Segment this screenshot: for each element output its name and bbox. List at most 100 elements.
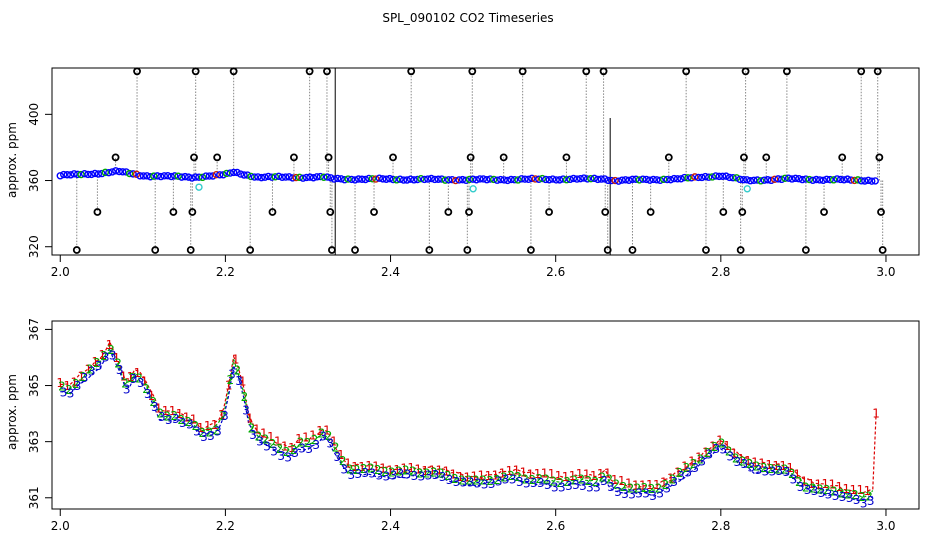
series-marker-1: 1 (183, 411, 191, 425)
data-point (354, 175, 363, 183)
data-point (503, 176, 512, 185)
series-marker-2: 2 (521, 472, 529, 486)
series-marker-1: 1 (120, 369, 128, 383)
series-marker-2: 2 (788, 467, 796, 481)
series-marker-3: 3 (256, 435, 264, 449)
data-point (340, 175, 349, 184)
series-marker-1: 1 (155, 402, 163, 416)
data-point (483, 176, 491, 184)
series-marker-1: 1 (386, 463, 394, 477)
data-point (129, 170, 137, 178)
data-point (562, 176, 571, 184)
data-point (601, 175, 609, 183)
data-point (507, 175, 515, 184)
data-point (320, 173, 328, 181)
series-marker-1: 1 (576, 467, 584, 481)
data-point (510, 176, 519, 184)
series-marker-3: 3 (502, 473, 510, 487)
outlier-point (213, 153, 222, 162)
series-marker-3: 3 (249, 428, 257, 442)
series-marker-2: 2 (542, 472, 550, 486)
data-point (420, 175, 429, 184)
series-marker-1: 1 (232, 353, 240, 367)
series-marker-1: 1 (639, 478, 647, 492)
series-marker-1: 1 (471, 470, 479, 484)
top-x-tick-label: 2.8 (711, 265, 730, 279)
series-marker-2: 2 (198, 426, 206, 440)
series-marker-2: 2 (655, 482, 663, 496)
series-marker-2: 2 (718, 437, 726, 451)
data-point (642, 175, 651, 184)
bottom-x-tick-label: 2.4 (381, 519, 400, 533)
series-marker-1: 1 (464, 470, 472, 484)
series-marker-2: 2 (830, 484, 838, 498)
series-marker-3: 3 (797, 480, 805, 494)
data-point (278, 173, 286, 181)
series-marker-3: 3 (116, 363, 124, 377)
data-point (486, 175, 494, 183)
series-marker-2: 2 (121, 377, 129, 391)
series-marker-2: 2 (65, 383, 73, 397)
series-marker-3: 3 (663, 481, 671, 495)
series-marker-1: 1 (513, 463, 521, 477)
series-marker-1: 1 (113, 351, 121, 365)
outlier-point (351, 246, 359, 254)
series-marker-2: 2 (507, 469, 515, 483)
data-point (611, 176, 619, 185)
data-point (625, 176, 633, 184)
series-marker-1: 1 (800, 475, 808, 489)
series-marker-3: 3 (235, 374, 243, 388)
bottom-x-tick-label: 2.8 (711, 519, 730, 533)
data-point (195, 173, 203, 181)
data-point (736, 175, 744, 184)
series-marker-3: 3 (523, 476, 531, 490)
outlier-point (229, 67, 238, 76)
series-marker-3: 3 (621, 487, 629, 501)
series-marker-3: 3 (123, 382, 131, 396)
series-marker-3: 3 (572, 478, 580, 492)
data-point (521, 175, 529, 183)
outlier-point (820, 208, 828, 216)
series-marker-3: 3 (551, 480, 559, 494)
series-marker-3: 3 (200, 430, 208, 444)
series-marker-1: 1 (344, 457, 352, 471)
data-point (854, 176, 862, 184)
data-point (313, 173, 321, 181)
data-point (361, 175, 370, 184)
data-point (632, 175, 640, 183)
data-point (105, 168, 113, 177)
outlier-point (389, 153, 397, 162)
series-marker-1: 1 (485, 469, 493, 483)
series-line-3 (60, 348, 874, 502)
data-point (417, 174, 425, 183)
qc-point (469, 185, 477, 193)
series-marker-3: 3 (537, 476, 545, 490)
outlier-point (664, 153, 673, 162)
series-marker-2: 2 (100, 349, 108, 363)
series-marker-3: 3 (488, 477, 496, 491)
outlier-point (93, 208, 102, 216)
data-point (292, 173, 300, 182)
data-point (805, 175, 814, 184)
data-point (604, 176, 612, 185)
data-point (146, 173, 155, 181)
series-marker-2: 2 (142, 382, 150, 396)
series-marker-3: 3 (298, 442, 306, 456)
series-marker-3: 3 (698, 454, 706, 468)
series-marker-2: 2 (304, 436, 312, 450)
series-marker-3: 3 (614, 485, 622, 499)
series-marker-3: 3 (81, 371, 89, 385)
series-marker-1: 1 (527, 467, 535, 481)
outlier-point (499, 153, 508, 162)
data-point (528, 174, 536, 183)
data-point (770, 175, 779, 184)
series-marker-2: 2 (339, 454, 347, 468)
data-point (198, 173, 207, 182)
data-point (434, 175, 442, 183)
data-point (659, 175, 668, 184)
series-marker-3: 3 (130, 372, 138, 386)
series-marker-1: 1 (246, 412, 254, 426)
data-point (80, 170, 89, 178)
data-point (150, 172, 158, 180)
outlier-point (601, 208, 610, 216)
